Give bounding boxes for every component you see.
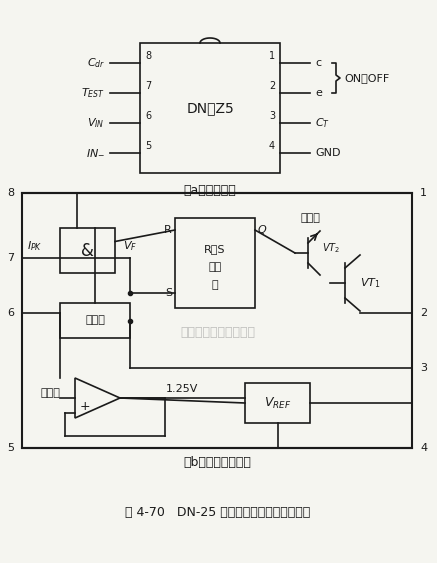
- Text: （a）管脚配置: （a）管脚配置: [184, 185, 236, 198]
- Text: $I_{PK}$: $I_{PK}$: [27, 239, 42, 253]
- Text: &: &: [81, 242, 94, 260]
- Text: 7: 7: [145, 81, 151, 91]
- Bar: [22, 193, 412, 448]
- Text: 5: 5: [7, 443, 14, 453]
- Text: e: e: [315, 88, 322, 98]
- Text: $V_{REF}$: $V_{REF}$: [264, 395, 291, 410]
- Text: $IN_{-}$: $IN_{-}$: [86, 148, 105, 158]
- Bar: [140, 43, 280, 173]
- Text: 3: 3: [269, 111, 275, 121]
- Text: 器: 器: [212, 280, 218, 291]
- Text: 1.25V: 1.25V: [166, 384, 199, 394]
- Text: （b）内部结构框图: （b）内部结构框图: [183, 457, 251, 470]
- Text: 4: 4: [269, 141, 275, 151]
- Text: 比较器: 比较器: [40, 388, 60, 398]
- Text: 1: 1: [269, 51, 275, 61]
- Bar: [175, 218, 255, 308]
- Text: 2: 2: [269, 81, 275, 91]
- Text: 开关管: 开关管: [300, 213, 320, 223]
- Text: 4: 4: [420, 443, 427, 453]
- Text: +: +: [80, 400, 90, 413]
- Text: 7: 7: [7, 253, 14, 263]
- Text: 6: 6: [145, 111, 151, 121]
- Text: $T_{EST}$: $T_{EST}$: [81, 86, 105, 100]
- Bar: [60, 303, 130, 338]
- Bar: [245, 383, 310, 423]
- Text: 3: 3: [420, 363, 427, 373]
- Text: $VT_1$: $VT_1$: [360, 276, 381, 290]
- Text: 5: 5: [145, 141, 151, 151]
- Text: 振荡器: 振荡器: [85, 315, 105, 325]
- Text: 2: 2: [420, 308, 427, 318]
- Text: ON／OFF: ON／OFF: [344, 73, 389, 83]
- Text: $C_{dr}$: $C_{dr}$: [87, 56, 105, 70]
- Text: 8: 8: [7, 188, 14, 198]
- Text: 6: 6: [7, 308, 14, 318]
- Text: 8: 8: [145, 51, 151, 61]
- Text: 触发: 触发: [208, 262, 222, 272]
- Text: $V_{IN}$: $V_{IN}$: [87, 116, 105, 130]
- Text: $C_T$: $C_T$: [315, 116, 330, 130]
- Text: c: c: [315, 58, 321, 68]
- Text: $VT_2$: $VT_2$: [322, 241, 340, 255]
- Text: 杭州将客科技有限公司: 杭州将客科技有限公司: [180, 327, 256, 339]
- Text: 1: 1: [420, 188, 427, 198]
- Text: S: S: [165, 288, 172, 298]
- Text: $V_F$: $V_F$: [123, 239, 137, 253]
- Bar: [60, 228, 115, 273]
- Text: R: R: [164, 225, 172, 235]
- Text: 图 4-70   DN-25 的管脚配置与内部结构框图: 图 4-70 DN-25 的管脚配置与内部结构框图: [125, 507, 311, 520]
- Text: R－S: R－S: [204, 244, 226, 254]
- Text: Q: Q: [258, 225, 267, 235]
- Text: GND: GND: [315, 148, 340, 158]
- Text: DN－Z5: DN－Z5: [186, 101, 234, 115]
